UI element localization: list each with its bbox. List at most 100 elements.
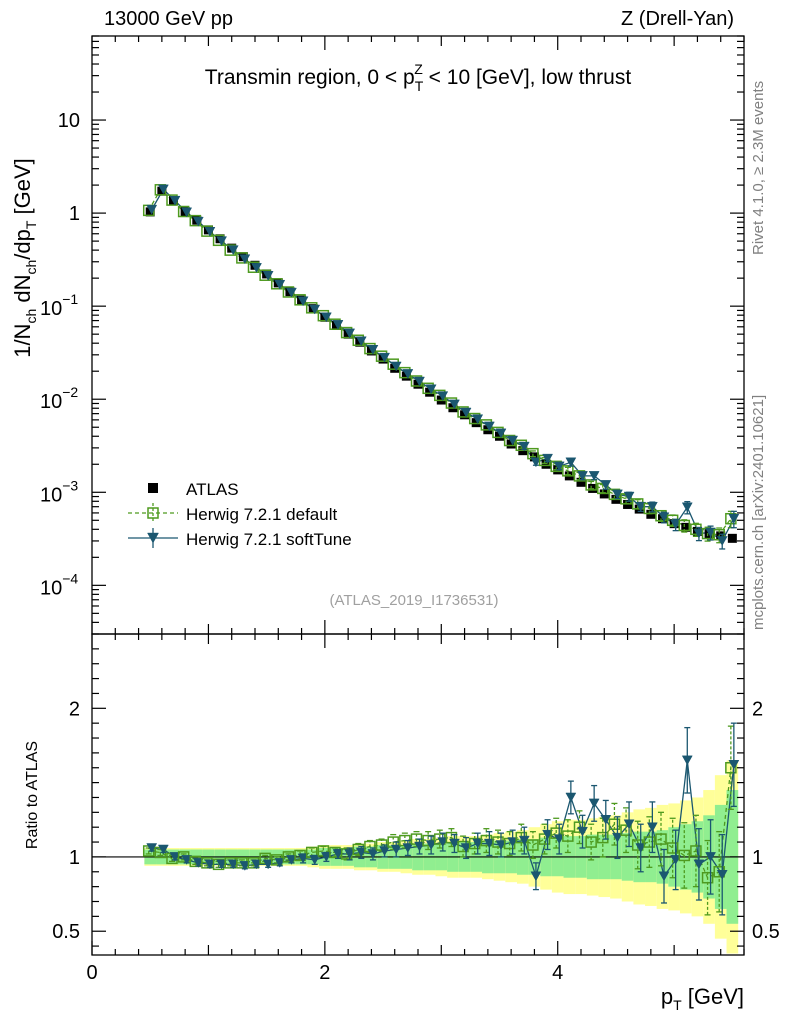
main-points — [142, 184, 740, 550]
ratio-herwig-softtune-point — [274, 858, 286, 868]
header-right: Z (Drell-Yan) — [621, 8, 734, 30]
ratio-points — [142, 722, 740, 916]
ratio-herwig-softtune-point — [449, 838, 460, 849]
herwig-softtune-point — [681, 502, 693, 513]
ratio-herwig-softtune-point — [251, 859, 262, 870]
ratio-herwig-softtune-point — [658, 871, 670, 882]
plot-texts: Transmin region, 0 < pTZ < 10 [GeV], low… — [10, 61, 780, 1013]
herwig-softtune-point — [204, 227, 216, 237]
ratio-herwig-default-point — [620, 824, 632, 836]
atlas-point — [576, 477, 586, 487]
herwig-softtune-point — [553, 461, 565, 472]
ratio-y-tick-label-right: 1 — [752, 847, 763, 869]
herwig-softtune-point — [530, 457, 542, 468]
legend: ATLAS Herwig 7.2.1 default Herwig 7.2.1 so… — [128, 480, 352, 549]
herwig-softtune-point — [460, 407, 472, 418]
ratio-herwig-softtune-point — [507, 837, 519, 848]
ratio-herwig-softtune-point — [169, 852, 181, 862]
atlas-point — [471, 418, 481, 428]
herwig-softtune-point — [716, 536, 728, 546]
herwig-softtune-point — [577, 471, 588, 481]
ratio-herwig-softtune-point — [146, 843, 158, 854]
herwig-softtune-point — [483, 421, 495, 432]
ratio-y-tick-label: 2 — [69, 698, 80, 720]
ratio-herwig-softtune-point — [379, 846, 390, 856]
ratio-frame — [91, 633, 745, 956]
herwig-softtune-point — [355, 336, 367, 347]
herwig-softtune-point — [600, 480, 612, 490]
ratio-herwig-softtune-point — [518, 835, 530, 846]
x-tick-label: 0 — [86, 962, 97, 984]
herwig-softtune-point — [402, 369, 414, 379]
ratio-herwig-softtune-point — [483, 838, 495, 849]
herwig-softtune-point — [169, 195, 181, 206]
ratio-y-tick-label-right: 0.5 — [752, 921, 780, 943]
herwig-softtune-point — [646, 501, 658, 512]
ratio-herwig-default-point — [608, 818, 621, 830]
herwig-softtune-point — [192, 216, 204, 227]
ratio-herwig-default-point — [678, 849, 691, 862]
herwig-softtune-point — [449, 399, 460, 410]
herwig-softtune-point — [157, 184, 169, 195]
main-y-tick-label: 10−2 — [40, 384, 78, 413]
ratio-herwig-softtune-point — [157, 844, 169, 855]
atlas-point — [716, 531, 726, 541]
herwig-softtune-point — [542, 453, 553, 464]
ratio-herwig-softtune-point — [402, 843, 414, 854]
main-y-tick-label: 10 — [58, 110, 80, 132]
ratio-herwig-softtune-point — [530, 871, 542, 882]
main-y-tick-label: 1 — [69, 203, 80, 225]
herwig-softtune-point — [705, 527, 716, 538]
ratio-herwig-softtune-point — [414, 841, 425, 852]
ratio-herwig-softtune-point — [239, 861, 251, 871]
herwig-softtune-point — [507, 435, 519, 446]
ratio-herwig-default-point — [597, 831, 609, 844]
ratio-herwig-softtune-point — [286, 855, 297, 865]
herwig-softtune-point — [728, 513, 740, 524]
ratio-herwig-softtune-point — [192, 858, 204, 868]
herwig-softtune-point — [251, 263, 262, 273]
herwig-softtune-point — [425, 384, 437, 395]
ratio-herwig-softtune-point — [565, 792, 577, 803]
x-axis-label: pT [GeV] — [661, 984, 744, 1013]
herwig-softtune-point — [332, 320, 344, 330]
ratio-herwig-softtune-point — [495, 840, 507, 851]
herwig-softtune-point — [693, 528, 705, 539]
header-left: 13000 GeV pp — [104, 8, 233, 30]
ratio-herwig-default-point — [666, 842, 679, 854]
atlas-point — [646, 509, 656, 519]
ratio-herwig-softtune-point — [297, 853, 309, 864]
ratio-herwig-softtune-point — [262, 859, 274, 870]
herwig-softtune-point — [588, 471, 600, 481]
ratio-herwig-softtune-point — [216, 859, 227, 870]
x-tick-label: 4 — [552, 962, 563, 984]
legend-softtune-marker — [147, 532, 159, 544]
ratio-herwig-softtune-point — [367, 849, 379, 859]
herwig-softtune-point — [472, 414, 484, 425]
herwig-softtune-point — [216, 236, 227, 247]
main-y-tick-label: 10−4 — [40, 570, 78, 599]
ratio-y-tick-label: 0.5 — [52, 921, 80, 943]
ratio-herwig-softtune-point — [181, 855, 193, 865]
herwig-softtune-point — [495, 428, 507, 439]
ratio-y-tick-label-right: 2 — [752, 698, 763, 720]
herwig-softtune-point — [670, 519, 682, 530]
atlas-point — [681, 522, 691, 532]
legend-softtune-label: Herwig 7.2.1 softTune — [186, 530, 352, 549]
ratio-herwig-softtune-point — [227, 859, 239, 870]
series-line-herwig-softtune — [151, 188, 735, 542]
herwig-softtune-point — [274, 279, 286, 290]
ratio-herwig-softtune-point — [553, 834, 565, 845]
ratio-herwig-softtune-point — [600, 815, 612, 825]
herwig-softtune-point — [518, 441, 530, 452]
ratio-herwig-softtune-point — [693, 859, 705, 870]
ratio-herwig-softtune-point — [705, 852, 716, 862]
atlas-point — [541, 459, 551, 469]
herwig-softtune-point — [262, 271, 274, 281]
herwig-softtune-point — [309, 304, 321, 315]
herwig-softtune-point — [414, 376, 425, 387]
herwig-softtune-point — [181, 207, 193, 218]
x-tick-label: 2 — [319, 962, 330, 984]
plot-frames — [91, 35, 745, 956]
